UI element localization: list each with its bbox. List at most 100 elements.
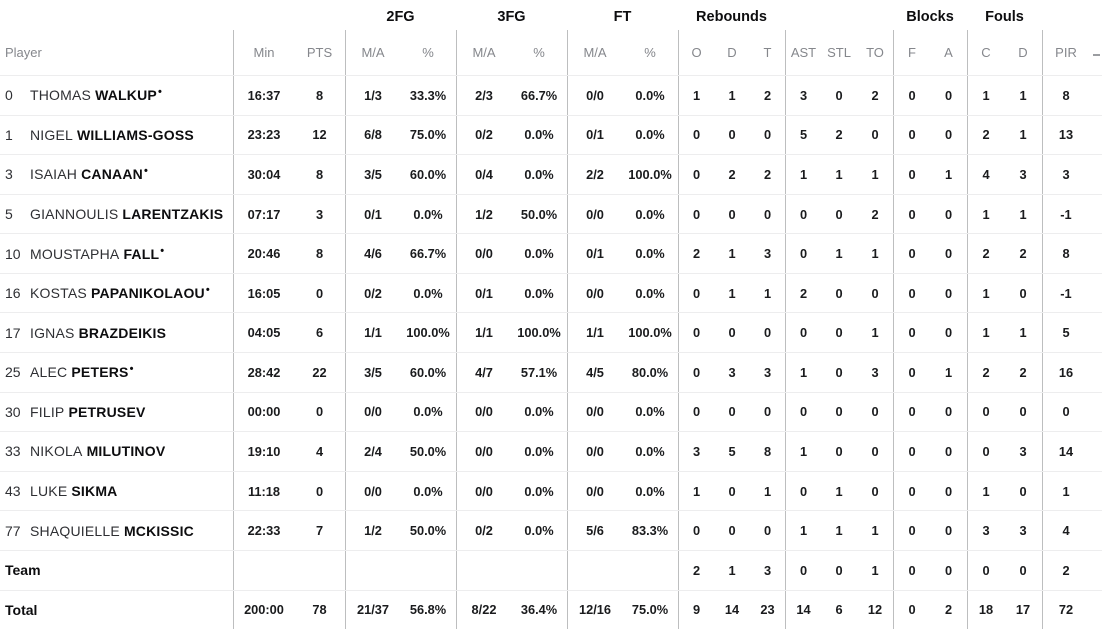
stat-cell-blk-a: 0 — [944, 562, 953, 578]
starter-indicator: • — [157, 86, 163, 99]
player-name[interactable]: ALEC PETERS• — [30, 363, 134, 381]
stat-cell-ast: 0 — [785, 234, 821, 273]
stat-cell-foul-d: 17 — [1015, 602, 1031, 618]
stat-cell-ft-ma: 1/1 — [567, 313, 622, 353]
stat-cell-ft-ma: 0/0 — [567, 76, 622, 115]
header-stl: STL — [827, 45, 851, 60]
stat-cell-foul-c: 0 — [967, 392, 1004, 432]
group-header-blocks: Blocks — [906, 9, 954, 25]
player-cell: 3 ISAIAH CANAAN• — [0, 155, 233, 194]
stat-cell-reb-d: 0 — [728, 483, 736, 499]
stat-cell-foul-c: 1 — [967, 471, 1004, 511]
player-name[interactable]: KOSTAS PAPANIKOLAOU• — [30, 285, 210, 302]
stat-cell-reb-d: 0 — [728, 523, 736, 539]
group-header-2fg: 2FG — [386, 9, 415, 25]
stat-cell-ast: 14 — [785, 590, 821, 629]
stat-cell-ft-ma: 0/1 — [567, 115, 622, 155]
group-header-3fg: 3FG — [497, 9, 526, 25]
stat-cell-pts: 6 — [315, 325, 324, 341]
player-cell: Team — [0, 551, 233, 590]
stat-cell-fg2-pct: 0.0% — [413, 206, 443, 222]
group-header-row: 2FG 3FG FT Rebounds Blocks Fouls — [0, 0, 1102, 30]
starter-indicator: • — [160, 244, 165, 257]
stat-cell-pts: 3 — [315, 206, 324, 222]
stat-cell-foul-d: 3 — [1019, 523, 1027, 539]
stat-cell-to: 1 — [871, 523, 879, 539]
stat-cell-ft-pct: 0.0% — [635, 443, 665, 459]
stat-cell-blk-a: 0 — [944, 483, 953, 499]
header-2fg-ma: M/A — [345, 30, 400, 75]
stat-cell-blk-f: 0 — [893, 115, 930, 155]
stat-cell-ft-pct: 0.0% — [635, 127, 665, 143]
stat-cell-min: 00:00 — [233, 392, 294, 432]
player-last-name: SIKMA — [71, 483, 118, 500]
stat-cell-foul-c: 0 — [967, 432, 1004, 471]
player-name[interactable]: FILIP PETRUSEV — [30, 404, 146, 420]
player-name[interactable]: THOMAS WALKUP• — [30, 86, 163, 104]
table-row: Total 200:00 78 21/37 56.8% 8/22 36.4% 12/16 75.… — [0, 589, 1102, 629]
player-cell: 25 ALEC PETERS• — [0, 353, 233, 392]
stat-cell-foul-d: 0 — [1019, 562, 1027, 578]
stat-cell-blk-a: 0 — [944, 127, 953, 143]
stat-cell-foul-d: 0 — [1019, 483, 1027, 499]
stat-cell-reb-d: 0 — [728, 206, 736, 222]
table-row: 77 SHAQUIELLE MCKISSIC 22:33 7 1/2 50.0% 0/2 0.0… — [0, 510, 1102, 550]
stat-cell-pts: 22 — [312, 364, 327, 380]
table-row: 1 NIGEL WILLIAMS-GOSS 23:23 12 6/8 75.0% 0/2 0.0… — [0, 114, 1102, 155]
stat-cell-ft-pct: 0.0% — [635, 206, 665, 222]
stat-cell-fg3-pct: 36.4% — [520, 602, 558, 618]
stat-cell-ft-ma — [567, 550, 622, 590]
header-min: Min — [233, 30, 294, 75]
player-name[interactable]: LUKE SIKMA — [30, 483, 118, 499]
header-2fg-pct: % — [422, 45, 434, 60]
header-blk-a: A — [944, 45, 953, 60]
stat-cell-fg3-ma: 0/0 — [456, 234, 511, 273]
stat-cell-pir: 72 — [1042, 590, 1102, 629]
stat-cell-stl: 0 — [835, 364, 843, 380]
stat-cell-min: 07:17 — [233, 194, 294, 234]
player-first-name: SHAQUIELLE — [30, 522, 120, 539]
stat-cell-min: 04:05 — [233, 313, 294, 353]
starter-indicator: • — [129, 363, 134, 376]
player-last-name: PAPANIKOLAOU — [90, 285, 205, 302]
player-name[interactable]: SHAQUIELLE MCKISSIC — [30, 523, 194, 539]
header-blk-f: F — [893, 30, 930, 75]
player-name[interactable]: ISAIAH CANAAN• — [30, 166, 148, 183]
group-header-ft: FT — [613, 9, 632, 25]
stat-cell-blk-a: 0 — [944, 285, 953, 301]
stat-cell-fg2-ma — [345, 550, 400, 590]
player-name[interactable]: NIKOLA MILUTINOV — [30, 443, 165, 459]
stat-cell-pir: 16 — [1042, 353, 1102, 392]
player-name[interactable]: NIGEL WILLIAMS-GOSS — [30, 127, 194, 143]
stat-cell-to: 0 — [871, 127, 879, 143]
stat-cell-fg3-ma: 8/22 — [456, 590, 511, 629]
player-name[interactable]: MOUSTAPHA FALL• — [30, 244, 165, 262]
stat-cell-fg2-pct: 60.0% — [409, 166, 447, 182]
player-name[interactable]: IGNAS BRAZDEIKIS — [30, 325, 166, 341]
stat-cell-blk-f: 0 — [893, 392, 930, 432]
stat-cell-ft-pct: 75.0% — [631, 602, 669, 618]
stat-cell-reb-o: 0 — [678, 273, 714, 313]
header-pir: PIR — [1042, 30, 1102, 75]
stat-cell-stl: 0 — [835, 87, 843, 103]
stat-cell-reb-d: 0 — [728, 127, 736, 143]
stat-cell-foul-d: 2 — [1019, 246, 1027, 262]
stat-cell-reb-t: 23 — [760, 602, 775, 618]
table-row: 16 KOSTAS PAPANIKOLAOU• 16:05 0 0/2 0.0% 0/1 0.0… — [0, 272, 1102, 313]
stat-cell-pir: 2 — [1042, 550, 1102, 590]
player-name[interactable]: GIANNOULIS LARENTZAKIS — [30, 206, 223, 222]
stat-cell-foul-d: 3 — [1019, 443, 1027, 459]
stat-cell-reb-d: 1 — [728, 87, 736, 103]
stat-cell-fg2-ma: 0/0 — [345, 392, 400, 432]
stat-cell-reb-d: 0 — [728, 404, 736, 420]
stat-cell-pts: 8 — [315, 87, 324, 103]
stat-cell-fg2-ma: 4/6 — [345, 234, 400, 273]
stat-cell-foul-c: 2 — [967, 234, 1004, 273]
stat-cell-pts — [294, 551, 345, 590]
stat-cell-reb-t: 0 — [763, 206, 772, 222]
stat-cell-reb-o: 2 — [678, 550, 714, 590]
stat-cell-ft-ma: 0/0 — [567, 471, 622, 511]
stat-cell-stl: 0 — [835, 404, 843, 420]
stat-cell-to: 2 — [871, 206, 879, 222]
jersey-number: 33 — [5, 443, 21, 460]
